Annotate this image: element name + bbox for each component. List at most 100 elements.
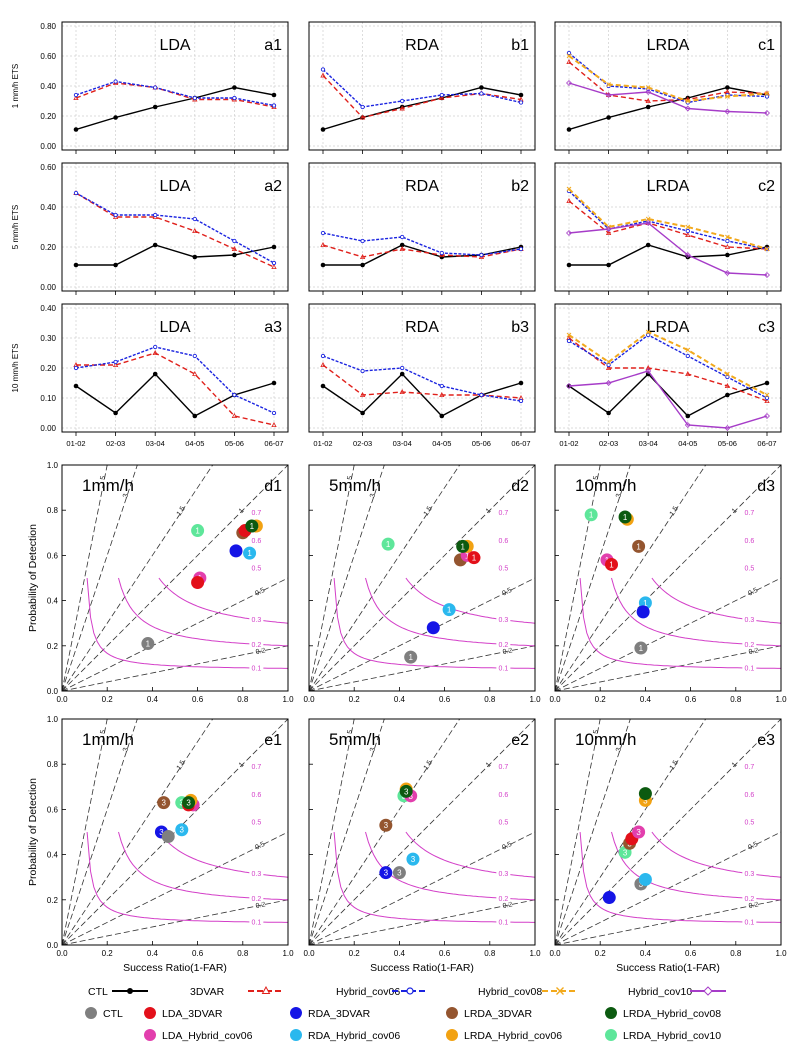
csi-label: 0.2 xyxy=(744,896,754,903)
panel-title: 5mm/h xyxy=(329,476,381,495)
data-point-CTL xyxy=(518,92,524,98)
csi-label: 0.5 xyxy=(744,565,754,572)
csi-contour xyxy=(780,555,781,556)
bias-line xyxy=(62,465,138,691)
score-point-CTL xyxy=(161,830,175,844)
pod-axis-label: Probability of Detection xyxy=(27,524,39,632)
csi-label: 0.7 xyxy=(251,510,261,517)
panel-title: RDA xyxy=(405,319,439,336)
data-point-Hybrid_cov06 xyxy=(113,359,118,365)
y-tick-label: 0.2 xyxy=(47,642,59,651)
bias-label: 3 xyxy=(122,747,130,753)
bias-label: 5 xyxy=(347,729,355,734)
csi-label-bg xyxy=(496,869,511,878)
y-tick-label: 0.4 xyxy=(47,851,59,860)
csi-label: 0.6 xyxy=(251,538,261,545)
csi-label-bg xyxy=(249,664,264,673)
data-point-3DVAR xyxy=(192,227,198,234)
data-point-Hybrid_cov06 xyxy=(153,85,158,90)
data-point-CTL xyxy=(73,383,79,389)
x-tick-label: 0.6 xyxy=(439,949,451,958)
data-point-Hybrid_cov06 xyxy=(566,50,572,56)
bias-line xyxy=(309,465,385,691)
series-line-Hybrid_cov10 xyxy=(568,82,768,114)
score-point-LRDA_Hybrid_cov08 xyxy=(456,539,470,553)
x-tick-label: 0.2 xyxy=(349,949,361,958)
csi-label-bg xyxy=(249,615,264,624)
panel-title: 10mm/h xyxy=(575,730,636,749)
perf-panel-d3: 0.2 0.5 1 1.5 3 5 0.1 0.2 0.3 0.5 0.6 0.7 0.0 0.2 0.4 0… xyxy=(549,464,787,704)
x-tick-label: 0.8 xyxy=(730,695,742,704)
x-tick-label: 1.0 xyxy=(282,949,294,958)
data-point-Hybrid_cov10 xyxy=(684,105,691,112)
csi-label: 0.5 xyxy=(744,819,754,826)
panel-id: d2 xyxy=(511,478,529,495)
bias-line xyxy=(62,719,213,945)
csi-label-bg xyxy=(496,918,511,927)
panel-frame xyxy=(308,464,536,692)
data-point-Hybrid_cov08 xyxy=(566,186,572,192)
x-tick-label: 1.0 xyxy=(529,949,541,958)
bias-label: 3 xyxy=(369,747,377,753)
y-tick-label: 0.30 xyxy=(40,334,56,343)
bias-label: 0.5 xyxy=(747,841,759,852)
plot-area: 0.2 0.5 1 1.5 3 5 0.1 0.2 0.3 0.5 0.6 0.7 xyxy=(62,465,288,691)
data-point-Hybrid_cov06 xyxy=(764,94,770,99)
csi-label: 0.6 xyxy=(251,792,261,799)
bias-line xyxy=(62,465,108,691)
data-point-CTL xyxy=(518,380,524,386)
csi-label: 0.2 xyxy=(498,896,508,903)
data-point-CTL xyxy=(152,242,158,248)
bias-label: 5 xyxy=(347,475,355,480)
point-label: 3 xyxy=(411,855,416,864)
legend-point-RDA_3DVAR xyxy=(290,1007,302,1019)
score-point-CTL xyxy=(634,641,648,655)
x-tick-label: 0.6 xyxy=(685,695,697,704)
y-tick-label: 0.6 xyxy=(47,805,59,814)
point-label: 1 xyxy=(589,511,594,520)
bias-line xyxy=(555,719,706,945)
csi-label: 0.7 xyxy=(251,764,261,771)
data-point-Hybrid_cov08 xyxy=(645,85,651,90)
bias-line xyxy=(309,465,460,691)
point-label: 1 xyxy=(609,560,614,569)
panel-frame xyxy=(554,162,782,292)
data-point-CTL xyxy=(439,413,445,419)
data-point-CTL xyxy=(360,410,365,416)
panel-frame xyxy=(308,303,536,433)
legend-point-LDA_3DVAR xyxy=(144,1007,156,1019)
data-point-3DVAR xyxy=(231,245,238,252)
bias-label: 1.5 xyxy=(669,759,680,771)
data-point-Hybrid_cov06 xyxy=(685,353,690,359)
csi-label-bg xyxy=(742,563,757,572)
data-point-Hybrid_cov06 xyxy=(439,383,444,389)
data-point-3DVAR xyxy=(271,263,277,270)
data-point-CTL xyxy=(399,371,405,377)
csi-label-bg xyxy=(249,918,264,927)
csi-label: 0.7 xyxy=(744,510,754,517)
series-line-Hybrid_cov06 xyxy=(322,232,522,256)
bias-line xyxy=(309,719,460,945)
x-tick-label: 05-06 xyxy=(472,439,491,448)
bias-label: 0.2 xyxy=(748,647,759,656)
bias-label: 0.5 xyxy=(747,587,759,598)
bias-label: 0.5 xyxy=(501,841,513,852)
bias-label: 3 xyxy=(122,493,130,499)
panel-title: 1mm/h xyxy=(82,476,134,495)
bias-line xyxy=(62,719,108,945)
csi-label-bg xyxy=(496,817,511,826)
panel-id: e1 xyxy=(264,732,282,749)
bias-label: 1 xyxy=(485,761,493,769)
x-tick-label: 01-02 xyxy=(559,439,578,448)
data-point-Hybrid_cov08 xyxy=(645,216,651,222)
panel-title: LDA xyxy=(159,178,190,195)
csi-label-bg xyxy=(496,563,511,572)
data-point-CTL xyxy=(606,115,611,120)
y-tick-label: 0.20 xyxy=(40,112,56,121)
score-point-LRDA_Hybrid_cov08 xyxy=(182,796,196,810)
csi-contour xyxy=(534,532,535,534)
data-point-Hybrid_cov06 xyxy=(192,216,197,222)
ets-ylabel: 5 mm/h ETS xyxy=(11,205,20,249)
x-tick-label: 0.4 xyxy=(640,695,652,704)
csi-contour xyxy=(405,831,535,878)
